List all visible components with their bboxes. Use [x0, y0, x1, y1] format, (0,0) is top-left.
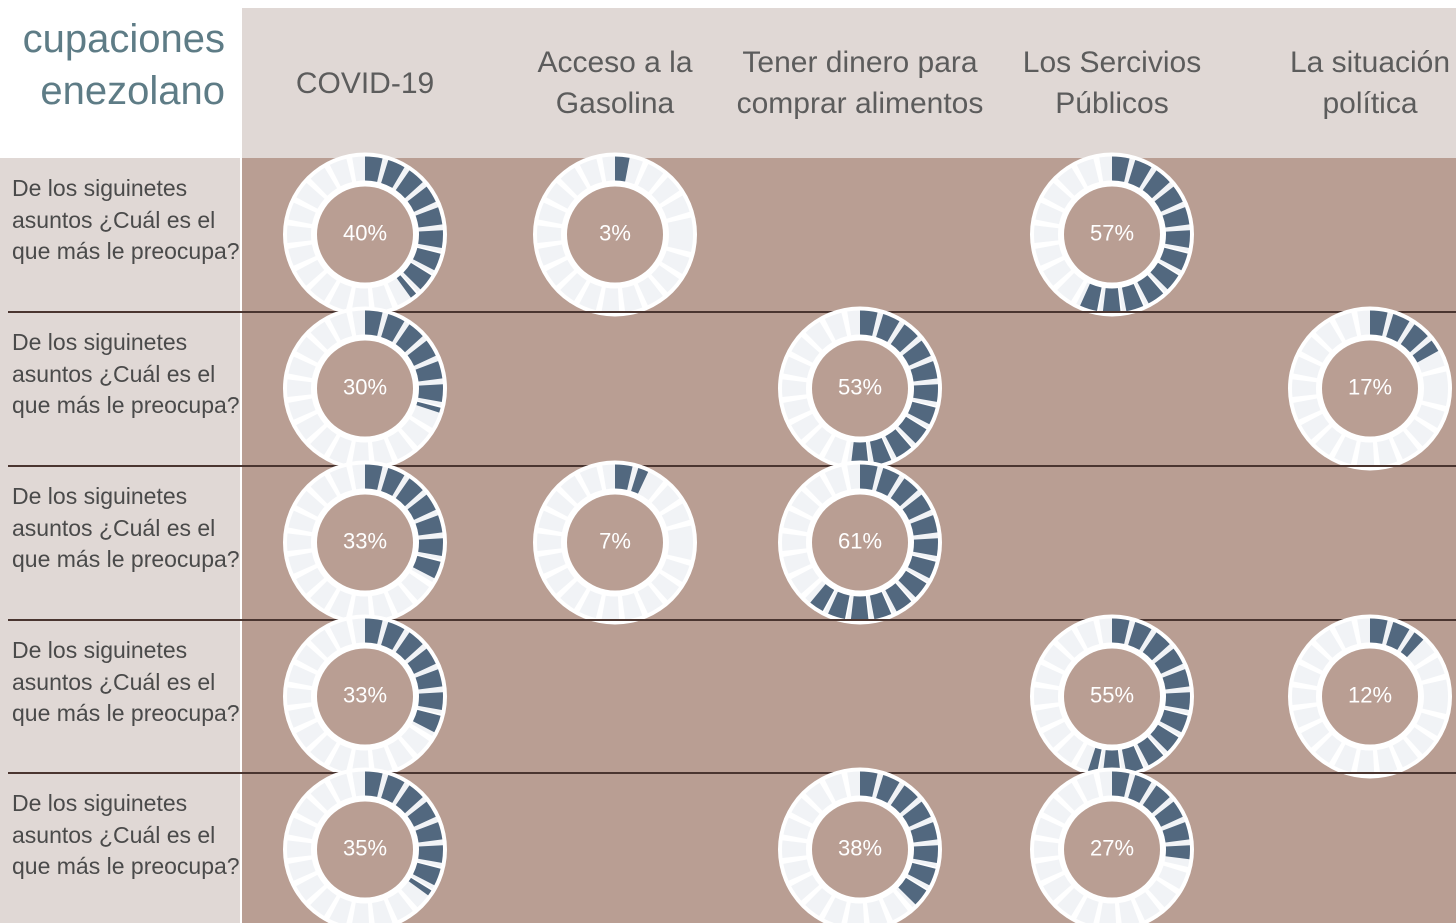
row-label: De los siguinetes asuntos ¿Cuál es el qu… — [12, 329, 240, 418]
donut-hole — [317, 340, 413, 437]
donut-hole — [1064, 801, 1160, 898]
column-header: Acceso a la Gasolina — [537, 46, 693, 120]
donut-hole — [1322, 340, 1418, 437]
donut-hole — [317, 494, 413, 591]
value-label: 12% — [1348, 682, 1392, 707]
donut-value — [859, 771, 938, 907]
value-label: 40% — [343, 220, 387, 245]
donut-hole — [317, 186, 413, 283]
value-label: 27% — [1090, 835, 1134, 860]
donut-value — [364, 618, 443, 735]
value-label: 33% — [343, 682, 387, 707]
donut-value — [810, 464, 938, 621]
donut-value — [614, 156, 630, 182]
value-label: 38% — [838, 835, 882, 860]
value-label: 7% — [599, 528, 631, 553]
title: enezolano — [40, 69, 225, 113]
value-label: 61% — [838, 528, 882, 553]
donut-hole — [567, 186, 663, 283]
row-label: De los siguinetes asuntos ¿Cuál es el qu… — [12, 483, 240, 572]
value-label: 3% — [599, 220, 631, 245]
donut-hole — [812, 494, 908, 591]
value-label: 33% — [343, 528, 387, 553]
donut-hole — [812, 801, 908, 898]
title: cupaciones — [22, 17, 225, 61]
donut-value — [614, 464, 649, 494]
donut-value — [1111, 771, 1190, 860]
donut-value — [364, 156, 443, 298]
donut-hole — [317, 801, 413, 898]
donut-hole — [812, 340, 908, 437]
value-label: 55% — [1090, 682, 1134, 707]
row-label: De los siguinetes asuntos ¿Cuál es el qu… — [12, 175, 240, 264]
column-header: Los Sercivios Públicos — [1022, 46, 1202, 120]
column-header: La situación política — [1289, 46, 1451, 120]
donut-value — [364, 771, 443, 896]
value-label: 35% — [343, 835, 387, 860]
donut-hole — [317, 648, 413, 745]
label-bg — [0, 158, 240, 923]
donut-value — [1087, 618, 1190, 775]
donut-value — [1369, 310, 1439, 363]
donut-value — [364, 464, 443, 581]
column-header: Tener dinero para comprar alimentos — [736, 46, 984, 120]
donut-value — [1078, 156, 1190, 313]
donut-value — [364, 310, 443, 413]
row-label: De los siguinetes asuntos ¿Cuál es el qu… — [12, 790, 240, 879]
donut-value — [845, 310, 938, 467]
header-bg — [242, 8, 1456, 158]
value-label: 53% — [838, 374, 882, 399]
value-label: 57% — [1090, 220, 1134, 245]
value-label: 30% — [343, 374, 387, 399]
column-header: COVID-19 — [295, 66, 435, 100]
donut-value — [1369, 618, 1424, 658]
value-label: 17% — [1348, 374, 1392, 399]
donut-hole — [1064, 648, 1160, 745]
donut-hole — [1322, 648, 1418, 745]
donut-hole — [1064, 186, 1160, 283]
row-label: De los siguinetes asuntos ¿Cuál es el qu… — [12, 637, 240, 726]
donut-hole — [567, 494, 663, 591]
